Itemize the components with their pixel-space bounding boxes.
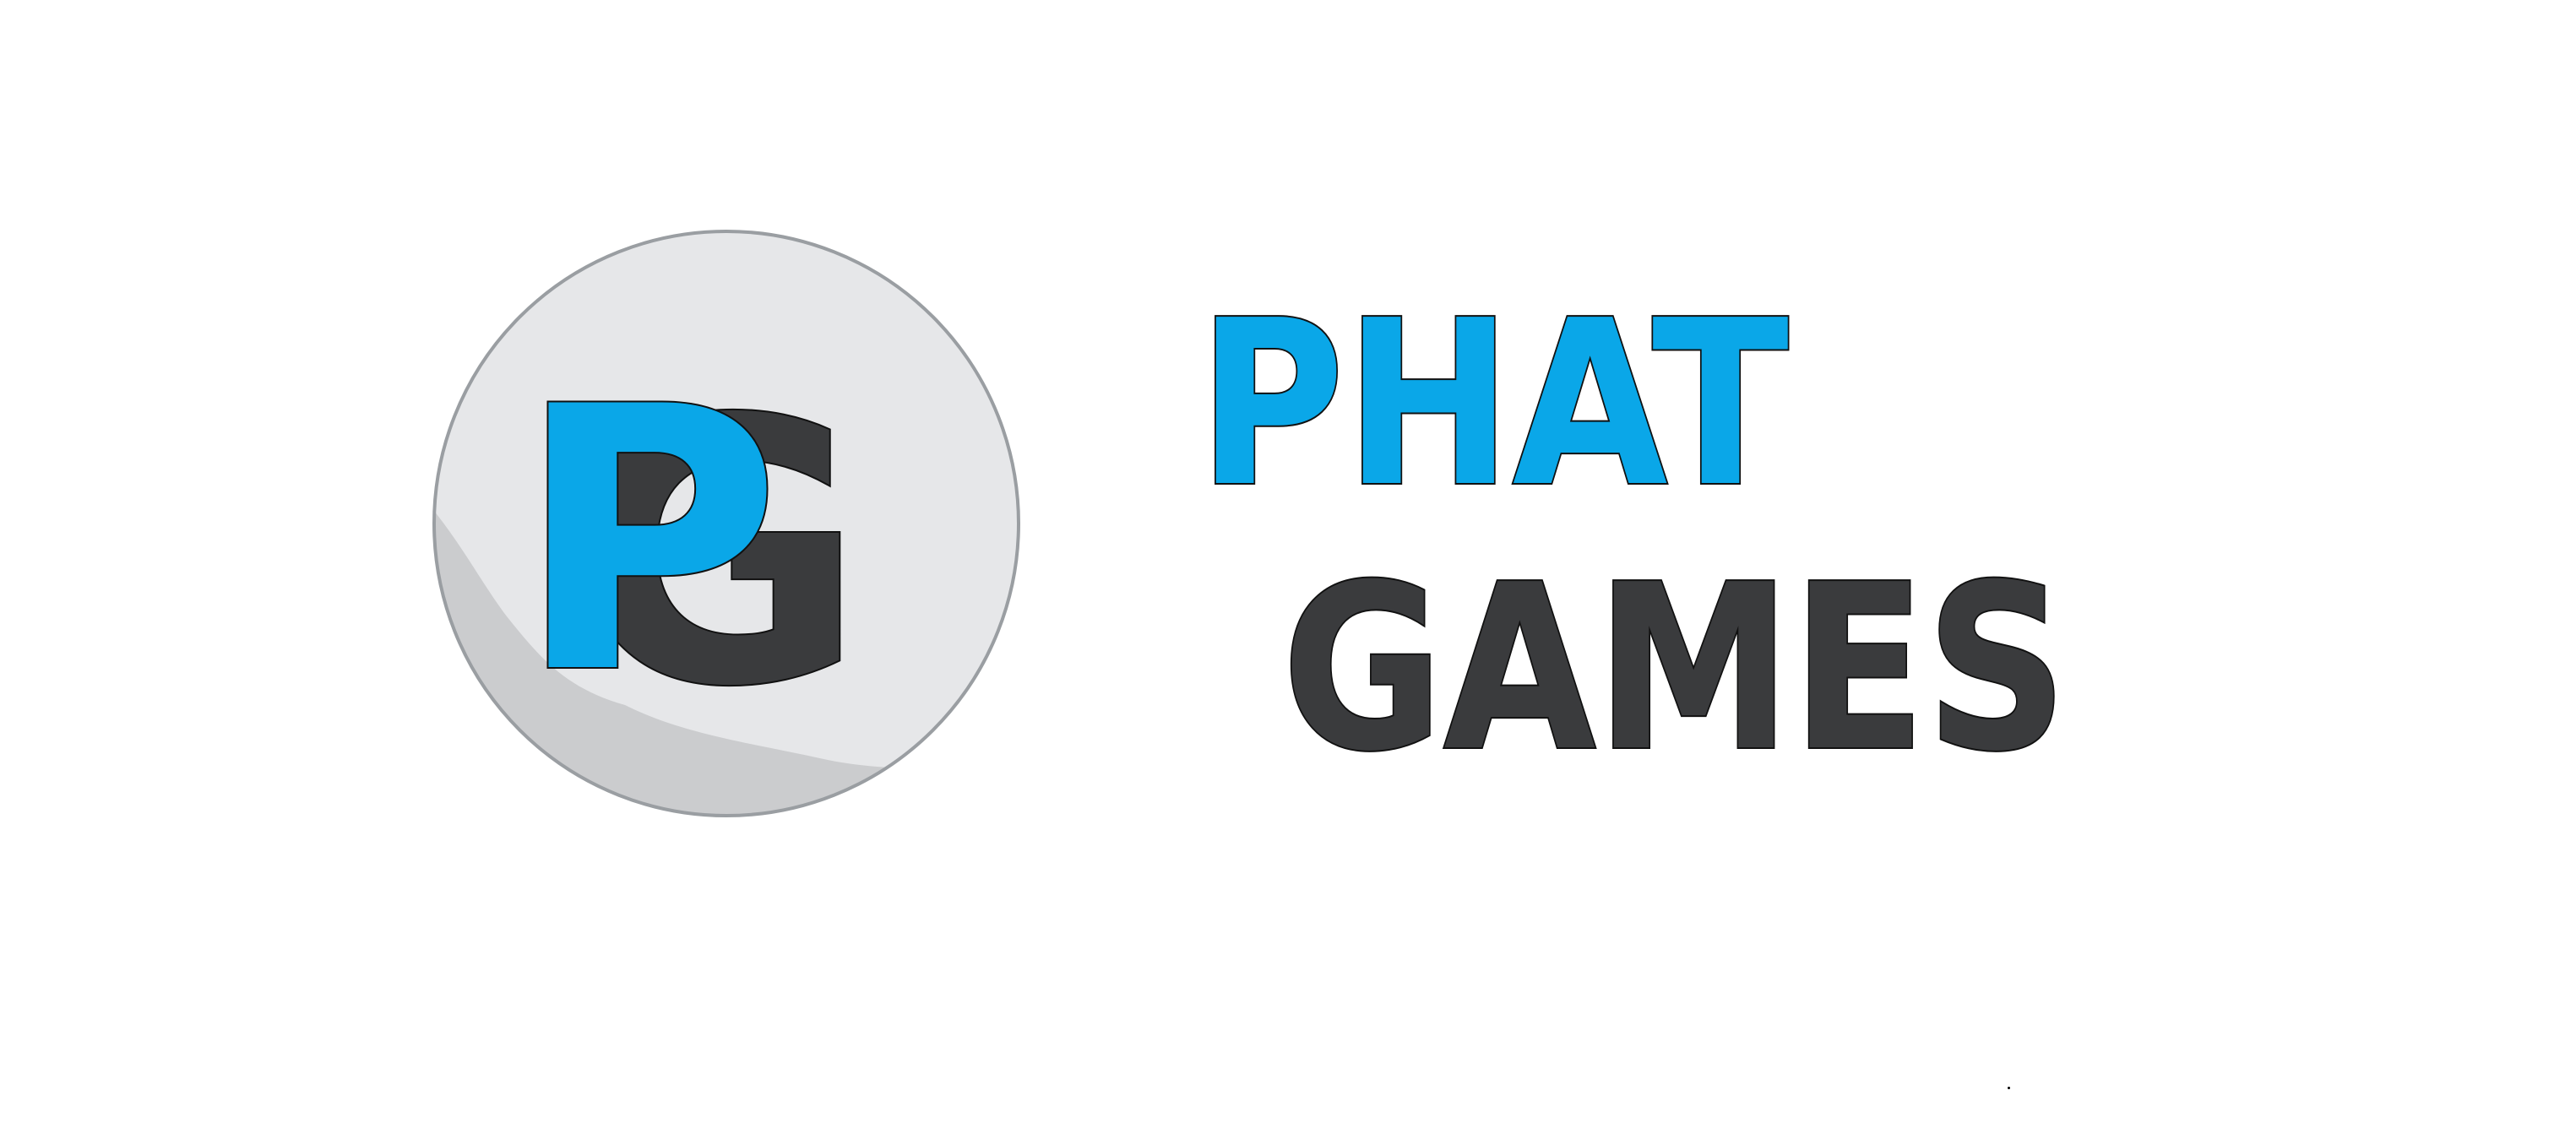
monogram-letter-g: G [568, 344, 866, 766]
stray-dot [2008, 1087, 2010, 1089]
brand-name-games: GAMES [1282, 535, 2068, 801]
pg-monogram-svg: G P [432, 230, 1020, 817]
brand-name-phat: PHAT [1198, 271, 1790, 537]
logo-disc-shadow [434, 507, 1019, 816]
monogram-letter-p: P [515, 331, 781, 753]
logo-disc [434, 231, 1019, 816]
pg-logo-mark: G P [431, 228, 1022, 819]
logo-disc-rim [432, 230, 1020, 817]
